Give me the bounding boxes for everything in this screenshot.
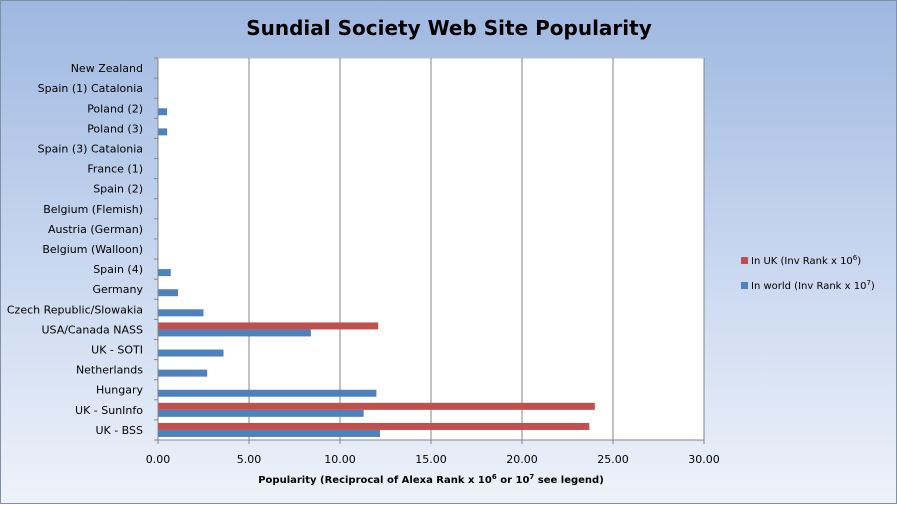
category-label: Spain (1) Catalonia — [38, 82, 143, 95]
x-axis-title: Popularity (Reciprocal of Alexa Rank x 1… — [258, 473, 604, 486]
bar-in-world — [158, 349, 224, 357]
bar-in-world — [158, 269, 171, 277]
category-label: Spain (4) — [93, 263, 143, 276]
bar-in-world — [158, 309, 204, 317]
bar-in-world — [158, 289, 179, 297]
bar-in-world — [158, 369, 208, 377]
category-label: Belgium (Flemish) — [43, 203, 143, 216]
bar-in-world — [158, 389, 377, 397]
gridlines — [248, 58, 705, 440]
legend-label: In UK (Inv Rank x 106) — [751, 254, 861, 267]
bar-in-uk — [158, 402, 595, 410]
category-label: Spain (3) Catalonia — [38, 142, 143, 155]
bar-in-world — [158, 128, 168, 136]
bar-in-world — [158, 108, 168, 116]
category-labels: UK - BSS UK - SunInfo Hungary Netherlands UK… — [7, 62, 144, 437]
bar-in-uk — [158, 422, 590, 430]
x-tick-label: 30.00 — [688, 453, 720, 466]
x-tick-labels: 0.00 5.00 10.00 15.00 20.00 25.00 30.00 — [146, 453, 720, 466]
bar-in-world — [158, 429, 381, 437]
category-label: Poland (3) — [87, 122, 143, 135]
category-label: France (1) — [87, 163, 143, 176]
legend-swatch — [741, 257, 748, 264]
category-label: Czech Republic/Slowakia — [7, 303, 143, 316]
bar-in-world — [158, 409, 364, 417]
category-label: Netherlands — [76, 364, 143, 377]
x-tick-label: 0.00 — [146, 453, 171, 466]
legend-swatch — [741, 282, 748, 289]
category-label: Hungary — [96, 384, 143, 397]
x-tick-label: 25.00 — [597, 453, 629, 466]
category-label: Belgium (Walloon) — [42, 243, 143, 256]
axes — [154, 57, 705, 444]
x-tick-label: 15.00 — [415, 453, 447, 466]
category-label: Austria (German) — [48, 223, 143, 236]
category-label: UK - BSS — [95, 424, 143, 437]
category-label: Germany — [92, 283, 143, 296]
category-label: UK - SOTI — [91, 344, 143, 357]
x-tick-label: 20.00 — [506, 453, 538, 466]
legend-label: In world (Inv Rank x 107) — [751, 279, 875, 292]
chart-title: Sundial Society Web Site Popularity — [246, 16, 652, 40]
x-tick-label: 10.00 — [324, 453, 356, 466]
category-label: UK - SunInfo — [75, 404, 143, 417]
bar-in-world — [158, 329, 311, 337]
bar-in-uk — [158, 322, 379, 330]
category-label: Poland (2) — [87, 102, 143, 115]
category-label: Spain (2) — [93, 183, 143, 196]
bars — [158, 108, 595, 437]
x-tick-label: 5.00 — [237, 453, 262, 466]
category-label: New Zealand — [71, 62, 143, 75]
category-label: USA/Canada NASS — [41, 323, 143, 336]
legend: In UK (Inv Rank x 106) In world (Inv Rank… — [741, 254, 875, 292]
